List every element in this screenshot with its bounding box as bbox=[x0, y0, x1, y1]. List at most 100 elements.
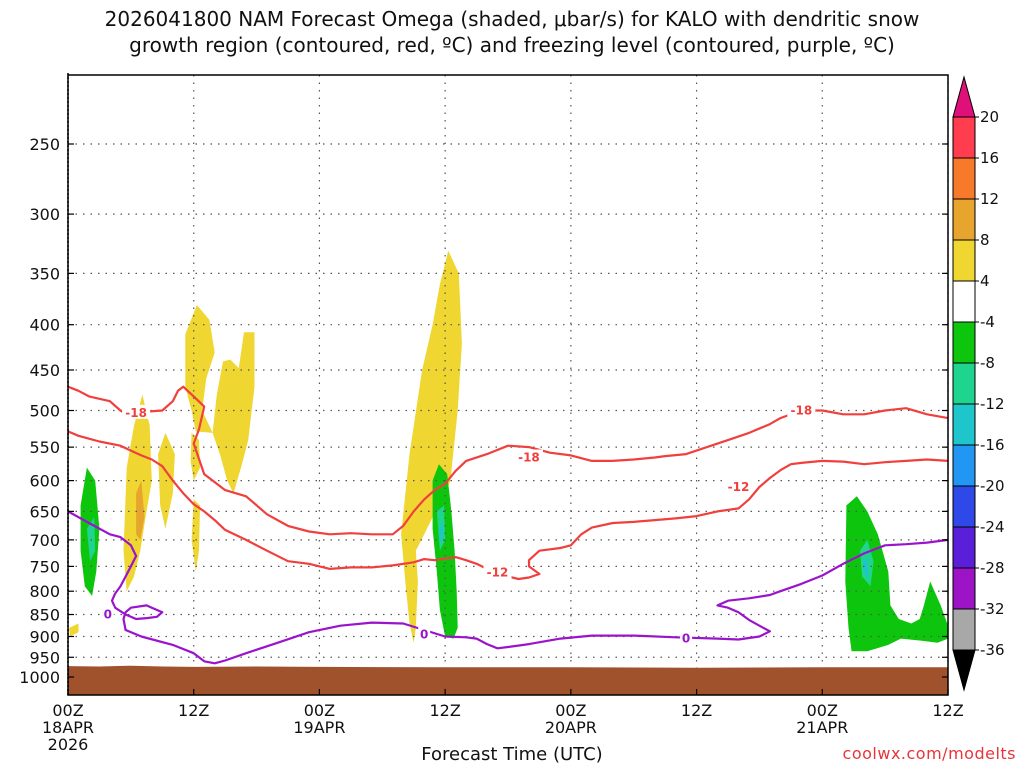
omega-positive-area bbox=[401, 250, 462, 643]
credit-text: coolwx.com/modelts bbox=[842, 744, 1016, 763]
x-tick-label: 00Z bbox=[52, 701, 83, 720]
colorbar-segment bbox=[952, 116, 976, 159]
colorbar-segment bbox=[952, 567, 976, 610]
y-tick-label: 950 bbox=[29, 648, 60, 667]
colorbar-segment bbox=[952, 485, 976, 528]
omega-positive-area bbox=[191, 499, 200, 572]
y-tick-label: 500 bbox=[29, 402, 60, 421]
x-tick-label: 21APR bbox=[796, 718, 848, 737]
colorbar-label: -8 bbox=[980, 354, 995, 372]
contour-label: -12 bbox=[487, 565, 509, 579]
x-tick-label: 12Z bbox=[178, 701, 209, 720]
colorbar: 20 16 12 8 4 -4 -8 -12 -16 -20 -24 -28 -32 -36 bbox=[952, 75, 1005, 692]
colorbar-segment bbox=[952, 321, 976, 364]
y-tick-label: 450 bbox=[29, 361, 60, 380]
y-tick-label: 400 bbox=[29, 316, 60, 335]
colorbar-segment bbox=[952, 444, 976, 487]
x-tick-label: 19APR bbox=[293, 718, 345, 737]
contour-label: 0 bbox=[420, 627, 428, 641]
colorbar-segment bbox=[952, 403, 976, 446]
contour-label-background bbox=[101, 606, 114, 621]
colorbar-label: 4 bbox=[980, 272, 990, 290]
contour-label-background bbox=[514, 449, 543, 464]
contour-line-minus18 bbox=[67, 385, 949, 536]
x-tick-label: 00Z bbox=[304, 701, 335, 720]
x-tick-label: 2026 bbox=[48, 735, 89, 754]
contour-line-minus12 bbox=[67, 430, 949, 581]
y-tick-label: 900 bbox=[29, 627, 60, 646]
y-tick-label: 550 bbox=[29, 438, 60, 457]
contour-label-background bbox=[724, 478, 753, 493]
omega-positive-area bbox=[212, 332, 255, 494]
omega-positive-area bbox=[190, 432, 200, 481]
colorbar-label: -36 bbox=[980, 641, 1005, 659]
colorbar-segment bbox=[952, 239, 976, 282]
omega-negative-area bbox=[86, 517, 96, 562]
contour-line-0 bbox=[67, 510, 949, 665]
x-tick-label: 00Z bbox=[555, 701, 586, 720]
colorbar-segment bbox=[952, 280, 976, 323]
omega-shading-layer bbox=[69, 250, 948, 652]
x-tick-label: 18APR bbox=[42, 718, 94, 737]
y-tick-label: 700 bbox=[29, 531, 60, 550]
contour-label: -18 bbox=[125, 406, 147, 420]
y-tick-label: 350 bbox=[29, 264, 60, 283]
colorbar-label: -28 bbox=[980, 559, 1005, 577]
colorbar-segment bbox=[952, 157, 976, 200]
contour-label: -18 bbox=[518, 450, 540, 464]
y-tick-label: 650 bbox=[29, 502, 60, 521]
omega-negative-area bbox=[845, 496, 948, 652]
colorbar-segment bbox=[952, 362, 976, 405]
colorbar-label: -4 bbox=[980, 313, 995, 331]
x-tick-label: 12Z bbox=[681, 701, 712, 720]
omega-negative-area bbox=[438, 523, 443, 543]
omega-positive-area bbox=[185, 305, 215, 433]
contour-label-background bbox=[418, 626, 431, 641]
colorbar-segment bbox=[952, 198, 976, 241]
x-tick-label: 20APR bbox=[545, 718, 597, 737]
y-tick-label: 600 bbox=[29, 472, 60, 491]
contour-label-background bbox=[122, 404, 151, 419]
y-tick-label: 300 bbox=[29, 205, 60, 224]
colorbar-label: -24 bbox=[980, 518, 1005, 536]
colorbar-label: 8 bbox=[980, 231, 990, 249]
colorbar-label: -32 bbox=[980, 600, 1005, 618]
terrain-ground bbox=[68, 665, 948, 695]
y-tick-label: 750 bbox=[29, 557, 60, 576]
contour-label-background bbox=[680, 630, 693, 645]
colorbar-label: -12 bbox=[980, 395, 1005, 413]
contour-label: 0 bbox=[104, 608, 112, 622]
colorbar-label: -16 bbox=[980, 436, 1005, 454]
colorbar-label: 20 bbox=[980, 108, 999, 126]
y-tick-label: 1000 bbox=[19, 668, 60, 687]
contour-label: -12 bbox=[728, 480, 750, 494]
colorbar-segment bbox=[952, 608, 976, 651]
x-tick-label: 12Z bbox=[932, 701, 963, 720]
contour-label-background bbox=[483, 564, 512, 579]
colorbar-top-arrow bbox=[952, 75, 976, 118]
x-tick-label: 00Z bbox=[807, 701, 838, 720]
contour-layer: -18 -18 -18 -12 -12 0 0 0 bbox=[67, 385, 949, 665]
contour-label-background bbox=[787, 402, 816, 417]
omega-negative-area bbox=[432, 464, 458, 639]
contour-label: 0 bbox=[682, 632, 690, 646]
colorbar-bottom-arrow bbox=[952, 649, 976, 692]
chart-title-line-1: 2026041800 NAM Forecast Omega (shaded, μ… bbox=[104, 7, 920, 31]
x-tick-label: 12Z bbox=[429, 701, 460, 720]
colorbar-label: 12 bbox=[980, 190, 999, 208]
y-tick-label: 850 bbox=[29, 606, 60, 625]
contour-label: -18 bbox=[790, 404, 812, 418]
colorbar-label: 16 bbox=[980, 149, 999, 167]
chart-title: 2026041800 NAM Forecast Omega (shaded, μ… bbox=[0, 6, 1024, 58]
omega-negative-area bbox=[863, 558, 869, 577]
colorbar-segment bbox=[952, 526, 976, 569]
omega-positive-area bbox=[69, 623, 79, 637]
colorbar-label: -20 bbox=[980, 477, 1005, 495]
x-axis-title: Forecast Time (UTC) bbox=[421, 744, 603, 765]
y-tick-label: 800 bbox=[29, 582, 60, 601]
omega-positive-area bbox=[136, 480, 145, 540]
terrain-layer bbox=[68, 665, 948, 695]
chart-title-line-2: growth region (contoured, red, ºC) and f… bbox=[129, 33, 895, 57]
axes-layer: 250 300 350 400 450 500 550 600 650 700 750 800 850 9… bbox=[19, 73, 964, 754]
